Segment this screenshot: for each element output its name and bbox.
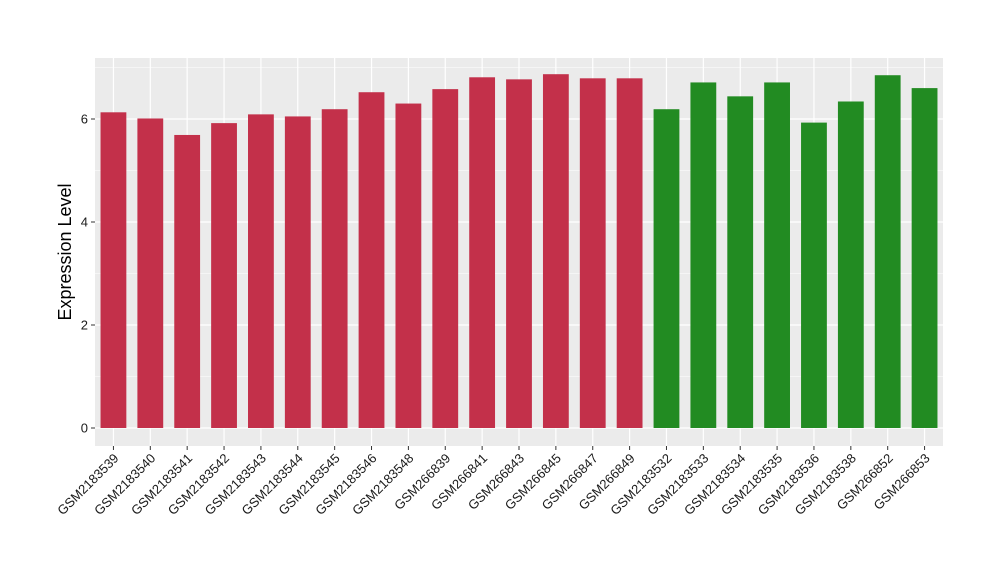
bar-GSM2183542 — [211, 123, 237, 429]
bar-GSM2183533 — [690, 82, 717, 428]
bar-GSM2183539 — [100, 112, 127, 429]
bar-GSM266839 — [432, 89, 459, 428]
bar-GSM2183535 — [764, 82, 790, 428]
bar-GSM2183546 — [358, 92, 385, 428]
bar-GSM2183545 — [321, 109, 348, 428]
bar-GSM266853 — [911, 88, 938, 428]
bar-GSM266852 — [874, 75, 901, 428]
bar-GSM2183544 — [284, 116, 311, 429]
bar-GSM2183548 — [395, 103, 422, 429]
y-tick-label: 2 — [81, 318, 88, 333]
bar-GSM2183540 — [137, 118, 164, 429]
bar-GSM266843 — [506, 79, 532, 428]
bar-GSM2183538 — [837, 101, 864, 429]
bar-GSM266847 — [579, 78, 606, 428]
bar-GSM266849 — [616, 78, 643, 428]
x-axis: GSM2183539GSM2183540GSM2183541GSM2183542… — [54, 446, 933, 518]
bar-GSM2183536 — [801, 122, 827, 428]
bars-layer — [100, 74, 938, 429]
y-axis: 0 2 4 6 — [81, 112, 95, 436]
y-axis-title: Expression Level — [55, 183, 75, 320]
y-tick-label: 6 — [81, 112, 88, 127]
y-tick-label: 0 — [81, 421, 88, 436]
bar-GSM2183543 — [248, 114, 274, 429]
bar-GSM266845 — [542, 74, 569, 428]
bar-GSM266841 — [469, 77, 496, 428]
y-tick-label: 4 — [81, 215, 88, 230]
bar-GSM2183532 — [653, 109, 680, 428]
bar-GSM2183534 — [727, 96, 754, 428]
bar-GSM2183541 — [174, 134, 201, 428]
